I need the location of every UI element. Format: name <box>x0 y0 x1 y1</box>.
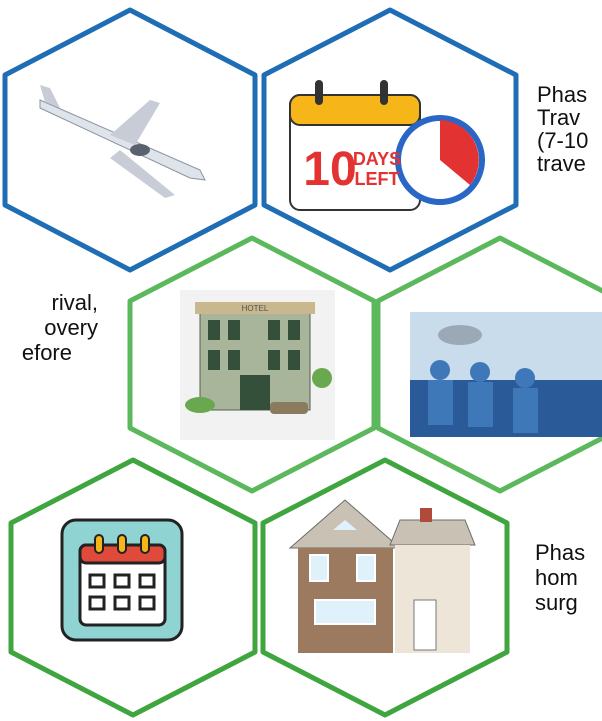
text-line: trave <box>537 151 586 176</box>
page: 10 DAYS LEFT HOTEL <box>0 0 602 721</box>
planner-icon <box>62 520 182 640</box>
diagram: 10 DAYS LEFT HOTEL <box>0 0 602 721</box>
text-line: hom <box>535 565 578 590</box>
surgery-photo <box>410 312 602 437</box>
countdown-word: LEFT <box>355 169 400 189</box>
text-line: surg <box>535 590 578 615</box>
text-line: Phas <box>535 540 585 565</box>
countdown-number: 10 <box>303 143 356 196</box>
calendar-icon: 10 DAYS LEFT <box>290 80 482 210</box>
text-line: rival, <box>52 290 98 315</box>
text-line: overy <box>44 315 98 340</box>
text-line: efore <box>22 340 72 365</box>
arrival-text: rival, overy efore <box>22 290 98 365</box>
phase-home-text: Phas hom surg <box>535 540 585 615</box>
text-line: Trav <box>537 105 580 130</box>
phase-travel-text: Phas Trav (7-10 trave <box>537 82 588 176</box>
hotel-sign: HOTEL <box>242 304 269 313</box>
countdown-word: DAYS <box>353 149 401 169</box>
house-icon <box>290 500 475 653</box>
text-line: (7-10 <box>537 128 588 153</box>
text-line: Phas <box>537 82 587 107</box>
airplane-icon <box>40 85 205 198</box>
hotel-icon: HOTEL <box>180 290 335 440</box>
